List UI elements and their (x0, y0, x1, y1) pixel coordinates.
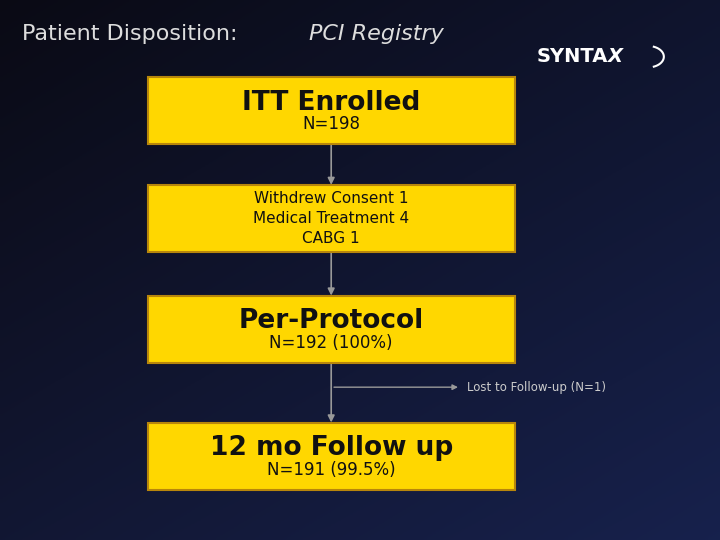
Text: N=191 (99.5%): N=191 (99.5%) (267, 461, 395, 479)
FancyBboxPatch shape (148, 422, 515, 490)
Text: Patient Disposition:: Patient Disposition: (22, 24, 244, 44)
FancyBboxPatch shape (148, 77, 515, 144)
Text: Per-Protocol: Per-Protocol (238, 308, 424, 334)
Text: ITT Enrolled: ITT Enrolled (242, 90, 420, 116)
FancyBboxPatch shape (148, 185, 515, 252)
Text: Lost to Follow-up (N=1): Lost to Follow-up (N=1) (467, 381, 606, 394)
Text: Withdrew Consent 1
Medical Treatment 4
CABG 1: Withdrew Consent 1 Medical Treatment 4 C… (253, 191, 409, 246)
Text: X: X (608, 47, 624, 66)
FancyBboxPatch shape (148, 296, 515, 363)
Text: N=198: N=198 (302, 116, 360, 133)
Text: SYNTA: SYNTA (537, 47, 608, 66)
Text: PCI Registry: PCI Registry (309, 24, 444, 44)
Text: 12 mo Follow up: 12 mo Follow up (210, 435, 453, 461)
Text: N=192 (100%): N=192 (100%) (269, 334, 393, 352)
